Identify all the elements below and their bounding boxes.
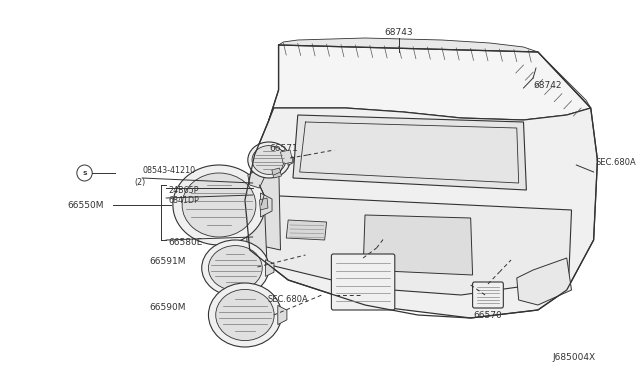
Polygon shape — [278, 305, 287, 325]
Polygon shape — [245, 198, 267, 265]
Polygon shape — [518, 52, 591, 115]
Circle shape — [77, 165, 92, 181]
Polygon shape — [363, 215, 472, 275]
Polygon shape — [280, 150, 293, 164]
Polygon shape — [248, 170, 264, 188]
Text: 68742: 68742 — [533, 80, 562, 90]
Text: 68743: 68743 — [384, 28, 413, 36]
Ellipse shape — [248, 142, 290, 178]
Text: 08543-41210: 08543-41210 — [142, 166, 195, 174]
Text: 66590M: 66590M — [149, 304, 186, 312]
Text: 66591M: 66591M — [149, 257, 186, 266]
Text: (2): (2) — [134, 177, 146, 186]
Polygon shape — [259, 198, 268, 210]
Polygon shape — [257, 195, 572, 295]
FancyBboxPatch shape — [332, 254, 395, 310]
Text: 66570: 66570 — [474, 311, 502, 320]
Polygon shape — [255, 155, 280, 250]
Text: 66571: 66571 — [269, 144, 298, 153]
Text: 66550M: 66550M — [67, 201, 104, 209]
Text: J685004X: J685004X — [552, 353, 595, 362]
Text: SEC.680A: SEC.680A — [596, 157, 636, 167]
Polygon shape — [266, 260, 274, 276]
FancyBboxPatch shape — [472, 282, 503, 308]
Polygon shape — [272, 168, 282, 178]
Text: S: S — [82, 170, 87, 176]
Polygon shape — [245, 108, 598, 318]
Polygon shape — [278, 38, 538, 60]
Ellipse shape — [209, 283, 282, 347]
Text: 24B65P: 24B65P — [168, 186, 198, 195]
Ellipse shape — [202, 240, 269, 296]
Ellipse shape — [173, 165, 265, 245]
Polygon shape — [269, 45, 591, 120]
Polygon shape — [260, 193, 272, 217]
Polygon shape — [516, 258, 572, 305]
Text: 6841DP: 6841DP — [168, 196, 199, 205]
Polygon shape — [293, 115, 526, 190]
Text: SEC.680A: SEC.680A — [268, 295, 308, 305]
Polygon shape — [288, 155, 293, 166]
Polygon shape — [286, 220, 326, 240]
Ellipse shape — [182, 173, 256, 237]
Text: 66580E: 66580E — [168, 237, 202, 247]
Ellipse shape — [216, 289, 274, 341]
Ellipse shape — [252, 145, 286, 174]
Ellipse shape — [209, 246, 262, 291]
